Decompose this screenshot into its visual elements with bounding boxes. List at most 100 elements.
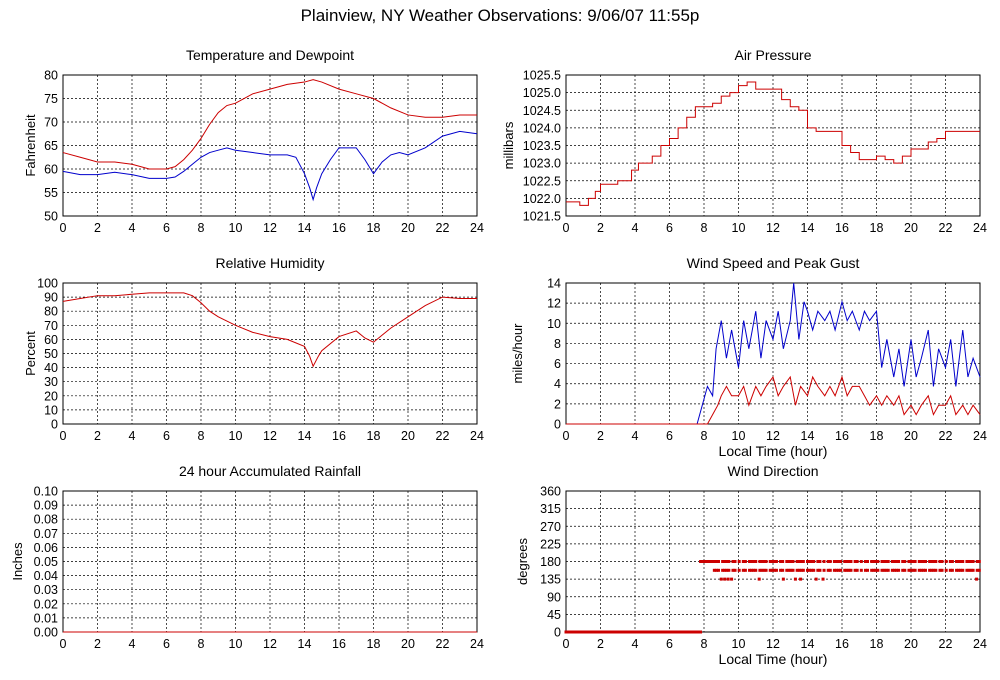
wind-direction-point [731, 560, 735, 563]
wind-direction-point [699, 630, 703, 634]
x-tick-label: 16 [835, 221, 849, 235]
x-tick-label: 0 [60, 221, 67, 235]
y-axis-label: miles/hour [510, 323, 525, 384]
y-tick-label: 80 [44, 69, 58, 83]
wind-direction-point [727, 568, 731, 572]
y-tick-label: 0.03 [34, 583, 58, 597]
wind-direction-point [743, 568, 747, 572]
x-tick-label: 0 [563, 221, 570, 235]
x-tick-label: 4 [632, 637, 639, 651]
y-tick-label: 55 [44, 186, 58, 200]
wind-direction-point [725, 560, 729, 563]
wind-direction-point [770, 568, 774, 572]
wind-direction-point [874, 560, 878, 563]
wind-direction-point [779, 560, 783, 563]
y-tick-label: 0.05 [34, 555, 58, 569]
wind-direction-point [810, 568, 814, 572]
x-tick-label: 16 [332, 221, 346, 235]
plot-frame [565, 282, 981, 425]
wind-direction-point [897, 568, 901, 572]
wind-direction-point [884, 560, 888, 563]
wind-direction-point [737, 568, 741, 572]
x-tick-label: 8 [198, 221, 205, 235]
wind-direction-point [849, 560, 853, 563]
wind-direction-point [748, 568, 752, 572]
x-tick-label: 10 [229, 221, 243, 235]
wind-direction-point [977, 560, 981, 563]
wind-direction-point [969, 568, 973, 572]
wind-direction-point [770, 560, 774, 563]
page-title: Plainview, NY Weather Observations: 9/06… [300, 6, 700, 25]
wind-direction-point [839, 560, 843, 563]
y-tick-label: 1021.5 [523, 210, 561, 224]
x-tick-label: 24 [470, 221, 484, 235]
wind-direction-point [919, 560, 923, 563]
x-tick-label: 18 [870, 221, 884, 235]
wind-direction-point [818, 560, 822, 563]
wind-direction-point [967, 568, 971, 572]
wind-direction-point [828, 560, 832, 563]
wind-direction-point [940, 560, 944, 563]
x-tick-label: 20 [904, 637, 918, 651]
x-tick-label: 22 [939, 221, 953, 235]
x-tick-label: 20 [401, 221, 415, 235]
wind-direction-point [913, 560, 917, 563]
y-tick-label: 0.07 [34, 527, 58, 541]
wind-direction-point [923, 560, 927, 563]
x-tick-label: 2 [597, 429, 604, 443]
x-tick-label: 4 [129, 637, 136, 651]
y-tick-label: 30 [44, 375, 58, 389]
x-tick-label: 2 [94, 637, 101, 651]
chart-title: Temperature and Dewpoint [186, 47, 354, 63]
wind-direction-point [855, 560, 859, 563]
wind-direction-point [971, 560, 975, 563]
wind-direction-point [752, 568, 756, 572]
wind-direction-point [768, 560, 772, 563]
wind-direction-point [944, 568, 948, 572]
wind-direction-point [892, 568, 896, 572]
wind-direction-point [816, 560, 820, 563]
wind-direction-point [843, 568, 847, 572]
y-tick-label: 0.09 [34, 499, 58, 513]
x-tick-label: 14 [298, 221, 312, 235]
x-tick-label: 14 [801, 221, 815, 235]
wind-direction-point [774, 568, 778, 572]
wind-direction-point [822, 568, 826, 572]
wind-direction-point [779, 568, 783, 572]
chart-title: Wind Direction [727, 463, 818, 479]
wind-direction-point [874, 568, 878, 572]
wind-direction-point [886, 568, 890, 572]
x-tick-label: 8 [198, 429, 205, 443]
x-tick-label: 0 [563, 637, 570, 651]
x-tick-label: 12 [766, 637, 780, 651]
y-tick-label: 10 [547, 317, 561, 331]
wind-direction-point [750, 568, 754, 572]
y-tick-label: 90 [547, 590, 561, 604]
x-tick-label: 12 [263, 429, 277, 443]
x-tick-label: 16 [332, 429, 346, 443]
chart-title: Air Pressure [734, 47, 811, 63]
wind-direction-point [948, 568, 952, 572]
wind-direction-point [787, 560, 791, 563]
x-tick-label: 8 [701, 637, 708, 651]
y-tick-label: 1023.0 [523, 157, 561, 171]
wind-direction-point [723, 560, 727, 563]
x-tick-label: 10 [229, 637, 243, 651]
x-tick-label: 4 [129, 221, 136, 235]
y-tick-label: 75 [44, 92, 58, 106]
wind-direction-point [853, 560, 857, 563]
wind-direction-point [737, 560, 741, 563]
wind-direction-point [876, 568, 880, 572]
series-line-temp-1 [62, 130, 478, 202]
x-tick-label: 10 [732, 221, 746, 235]
y-tick-label: 70 [44, 116, 58, 130]
x-tick-label: 8 [701, 429, 708, 443]
x-axis-label: Local Time (hour) [719, 651, 828, 667]
wind-direction-point [921, 568, 925, 572]
wind-direction-point [799, 577, 803, 581]
wind-direction-point [758, 560, 762, 563]
x-tick-label: 6 [666, 221, 673, 235]
x-tick-label: 20 [401, 429, 415, 443]
wind-direction-point [795, 568, 799, 572]
x-tick-label: 4 [129, 429, 136, 443]
